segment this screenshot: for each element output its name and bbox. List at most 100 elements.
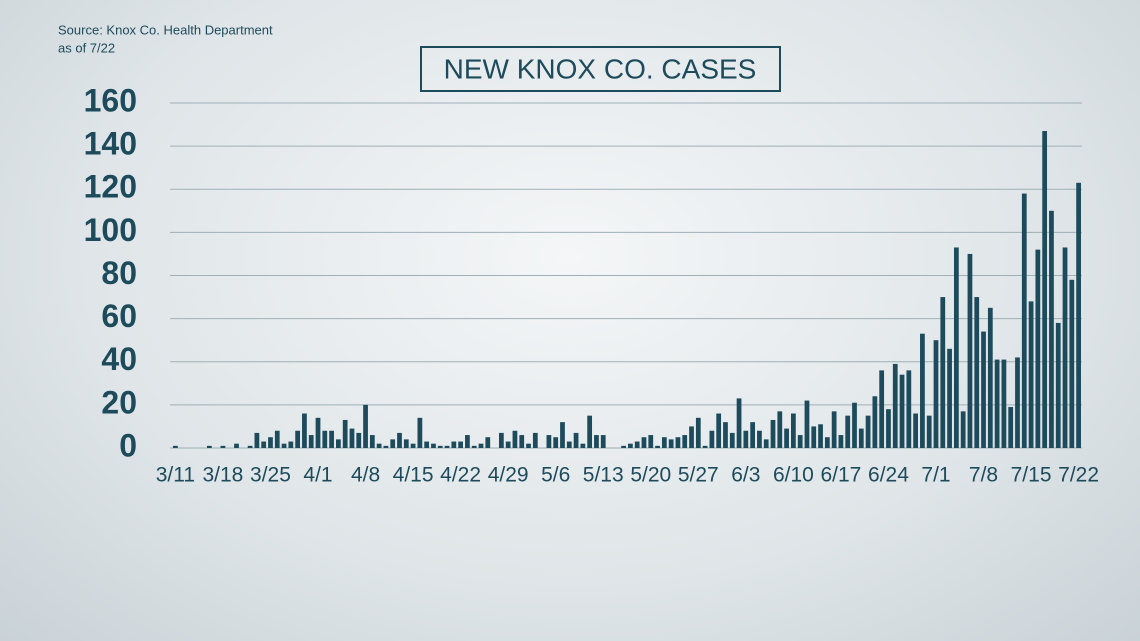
bar (220, 445, 226, 448)
bar (648, 435, 654, 448)
bar (987, 307, 993, 448)
bar (573, 432, 579, 448)
bar (566, 441, 572, 448)
y-tick-label: 0 (119, 427, 137, 463)
bar (247, 445, 253, 448)
bar (879, 370, 885, 448)
bar (702, 445, 708, 448)
bar (424, 441, 430, 448)
bar (254, 432, 260, 448)
bar (1062, 247, 1068, 448)
bar (519, 435, 525, 448)
bar (329, 430, 334, 448)
bar (526, 443, 531, 448)
bar (1015, 357, 1020, 448)
bar (743, 430, 749, 448)
bar (356, 432, 362, 448)
bar (784, 428, 789, 448)
bar (465, 435, 470, 448)
bar (295, 430, 301, 448)
bar (478, 443, 484, 448)
bar (865, 415, 871, 448)
x-tick-label: 6/10 (773, 464, 814, 487)
bar (757, 430, 762, 448)
bar (736, 398, 742, 448)
x-tick-label: 4/1 (303, 464, 332, 487)
bar (913, 413, 918, 448)
bar (268, 437, 273, 448)
bar (1055, 322, 1061, 448)
bar (858, 428, 864, 448)
x-tick-label: 7/22 (1058, 464, 1099, 487)
bar (546, 435, 552, 448)
bar (953, 247, 959, 448)
bar (886, 409, 891, 448)
bar (600, 435, 606, 448)
bar (410, 443, 416, 448)
x-tick-label: 4/22 (440, 464, 481, 487)
bar (363, 404, 368, 448)
bar (302, 413, 307, 448)
y-tick-label: 40 (101, 341, 137, 377)
bar (872, 396, 878, 448)
bar (376, 443, 382, 448)
bar (852, 402, 857, 448)
bar (621, 445, 626, 448)
bar (981, 331, 986, 448)
x-tick-label: 7/1 (921, 464, 950, 487)
bar (974, 297, 980, 448)
y-tick-label: 140 (84, 126, 137, 162)
bar (342, 419, 348, 448)
bar (899, 374, 905, 448)
bar (668, 439, 674, 448)
bar (458, 441, 463, 448)
bar (655, 445, 660, 448)
bar (315, 417, 321, 448)
bar (308, 435, 314, 448)
bar (682, 435, 688, 448)
bar (960, 411, 966, 448)
bar (770, 419, 776, 448)
bar (791, 413, 796, 448)
bar (288, 441, 294, 448)
bar (560, 422, 565, 448)
x-tick-label: 6/24 (868, 464, 909, 487)
bar (261, 441, 267, 448)
bar (831, 411, 837, 448)
y-tick-label: 60 (101, 298, 137, 334)
bar (940, 297, 946, 448)
bar (274, 430, 280, 448)
bar (1049, 210, 1054, 448)
bar (967, 253, 973, 448)
x-tick-label: 6/3 (731, 464, 760, 487)
bar (729, 432, 735, 448)
bar (553, 437, 559, 448)
bar (838, 435, 844, 448)
bar (947, 348, 952, 448)
x-tick-label: 7/15 (1011, 464, 1052, 487)
chart-title: NEW KNOX CO. CASES (444, 53, 757, 84)
bar (471, 445, 477, 448)
bar (173, 445, 178, 448)
bar (709, 430, 715, 448)
bar (906, 370, 912, 448)
bar (763, 439, 769, 448)
bar (594, 435, 599, 448)
bar (695, 417, 701, 448)
bar (1042, 131, 1048, 448)
bar (532, 432, 538, 448)
bar (797, 435, 803, 448)
x-tick-label: 3/11 (156, 464, 195, 487)
bar (845, 415, 851, 448)
bar (505, 441, 511, 448)
x-tick-label: 4/15 (393, 464, 434, 487)
bar (349, 428, 355, 448)
x-tick-label: 3/25 (250, 464, 291, 487)
bar (234, 443, 239, 448)
bar (498, 432, 504, 448)
bar (485, 437, 491, 448)
x-tick-label: 6/17 (820, 464, 861, 487)
bar (933, 340, 939, 448)
bar (369, 435, 375, 448)
x-tick-label: 5/13 (583, 464, 624, 487)
